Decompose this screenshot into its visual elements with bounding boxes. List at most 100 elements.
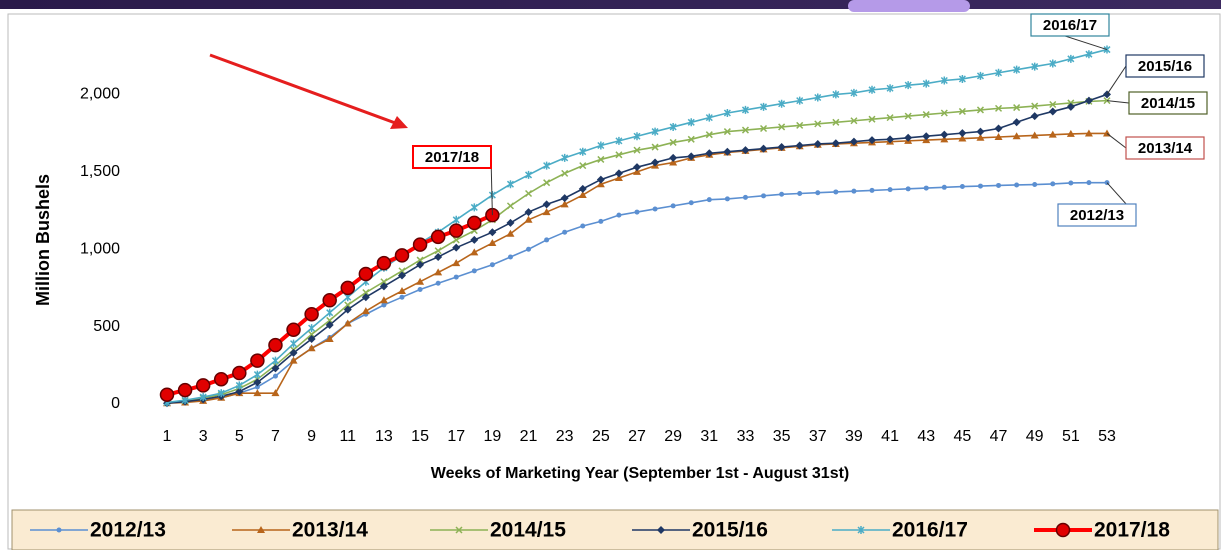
x-tick-label: 3 (199, 428, 208, 445)
marker (886, 114, 894, 122)
x-tick-label: 1 (163, 428, 172, 445)
marker (525, 189, 533, 198)
marker (796, 121, 804, 129)
x-tick-label: 15 (411, 428, 429, 445)
marker (232, 365, 247, 381)
marker (795, 141, 804, 150)
marker (723, 128, 731, 136)
marker (832, 118, 840, 126)
marker (995, 68, 1003, 77)
y-axis-label: Million Bushels (33, 174, 53, 306)
marker (199, 393, 207, 402)
marker (886, 135, 895, 144)
marker (470, 203, 478, 212)
marker (1049, 59, 1057, 68)
marker (235, 381, 243, 390)
legend-label: 2012/13 (90, 519, 166, 542)
x-tick-label: 9 (307, 428, 316, 445)
marker (633, 163, 641, 172)
marker (307, 334, 316, 343)
marker (290, 339, 298, 348)
x-tick-label: 7 (271, 428, 280, 445)
marker (430, 229, 446, 245)
legend-marker (1055, 522, 1071, 538)
marker (778, 99, 786, 108)
marker (506, 180, 514, 189)
marker (596, 180, 605, 188)
marker (561, 153, 569, 162)
marker (688, 200, 694, 206)
marker (308, 330, 316, 338)
marker (958, 107, 966, 115)
legend-marker (657, 526, 665, 534)
marker (923, 185, 929, 191)
marker (904, 112, 912, 120)
callout-box (1128, 91, 1208, 115)
marker (1030, 131, 1039, 139)
marker (286, 322, 301, 337)
top-banner (0, 0, 1221, 9)
marker (1084, 129, 1093, 137)
x-tick-label: 19 (483, 428, 501, 445)
x-tick-label: 35 (773, 428, 791, 445)
marker (1012, 118, 1021, 127)
x-tick-label: 27 (628, 428, 646, 445)
marker (488, 228, 497, 237)
x-tick-label: 5 (235, 428, 244, 445)
marker (597, 141, 605, 150)
marker (524, 208, 533, 217)
marker (525, 170, 533, 179)
marker (905, 186, 911, 192)
marker (380, 278, 388, 286)
marker (941, 184, 947, 190)
marker (705, 131, 713, 139)
marker (922, 111, 930, 119)
marker (976, 133, 985, 141)
marker (958, 129, 967, 138)
marker (958, 74, 966, 83)
arrow-shaft (209, 53, 399, 126)
marker (1066, 102, 1075, 111)
y-tick-label: 1,000 (80, 240, 120, 257)
marker (597, 155, 605, 163)
marker (904, 81, 912, 90)
marker (1013, 104, 1021, 112)
marker (904, 133, 913, 142)
marker (543, 179, 551, 187)
marker (777, 143, 786, 152)
marker (343, 319, 352, 327)
marker (217, 389, 225, 398)
marker (1066, 129, 1075, 137)
callout-label: 2016/17 (1043, 17, 1097, 34)
marker (1048, 130, 1057, 138)
marker (651, 158, 660, 167)
marker (507, 254, 513, 260)
marker (759, 144, 768, 153)
marker (797, 190, 803, 196)
marker (470, 235, 479, 244)
marker (616, 212, 622, 218)
marker (778, 123, 786, 131)
marker (271, 364, 280, 373)
marker (489, 262, 495, 268)
marker (994, 133, 1003, 140)
marker (741, 126, 749, 134)
marker (289, 348, 298, 357)
marker (416, 256, 424, 264)
x-tick-label: 49 (1026, 428, 1044, 445)
marker (815, 190, 821, 196)
callout-label: 2012/13 (1070, 207, 1124, 224)
marker (398, 267, 406, 275)
marker (868, 136, 876, 145)
marker (1012, 132, 1021, 140)
y-tick-label: 500 (93, 318, 120, 335)
x-tick-label: 41 (881, 428, 899, 445)
leader-line (1106, 65, 1127, 95)
marker (435, 280, 441, 286)
marker (850, 88, 858, 97)
marker (598, 218, 604, 224)
marker (452, 236, 460, 244)
y-tick-label: 2,000 (80, 86, 120, 103)
marker (633, 146, 641, 154)
marker (580, 223, 586, 229)
